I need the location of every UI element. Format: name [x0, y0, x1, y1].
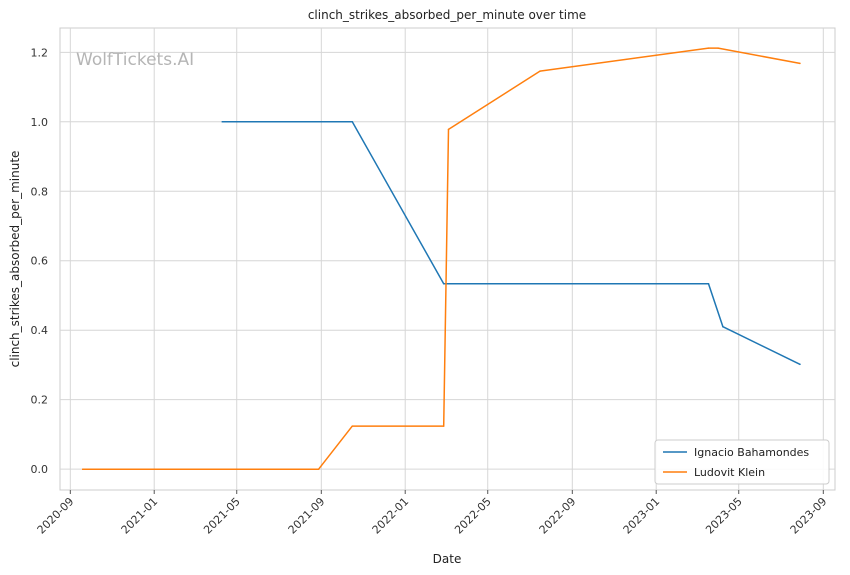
x-tick-label: 2021-01 — [119, 495, 161, 537]
y-tick-label: 0.8 — [31, 185, 49, 198]
y-tick-label: 1.0 — [31, 116, 49, 129]
data-point — [799, 62, 801, 65]
legend: Ignacio Bahamondes Ludovit Klein — [654, 439, 830, 485]
chart-title: clinch_strikes_absorbed_per_minute over … — [308, 8, 586, 22]
x-tick-label: 2022-09 — [537, 495, 579, 537]
data-point — [351, 425, 354, 427]
x-tick-label: 2023-09 — [788, 495, 830, 537]
x-axis-title: Date — [433, 552, 462, 566]
x-tick-label: 2020-09 — [35, 495, 77, 537]
legend-box — [654, 439, 830, 485]
y-tick-label: 0.6 — [31, 255, 49, 268]
y-tick-label: 0.4 — [31, 324, 49, 337]
y-tick-label: 1.2 — [31, 46, 49, 59]
x-tick-label: 2023-05 — [703, 495, 745, 537]
series-layer — [81, 47, 801, 470]
data-point — [799, 363, 801, 366]
legend-label-0: Ignacio Bahamondes — [694, 446, 809, 459]
watermark: WolfTickets.AI — [76, 50, 194, 70]
series-line-0 — [221, 121, 801, 366]
plot-area — [59, 27, 836, 491]
data-point — [722, 325, 724, 328]
data-point — [81, 468, 84, 470]
data-point — [717, 47, 719, 49]
x-axis-ticks: 2020-09 2021-01 2021-05 2021-09 2022-01 2022-… — [35, 490, 830, 537]
data-point — [442, 282, 445, 285]
data-point — [707, 282, 710, 285]
data-point — [707, 47, 710, 49]
data-point — [539, 70, 541, 72]
x-tick-label: 2021-09 — [286, 495, 328, 537]
x-tick-label: 2022-05 — [452, 495, 494, 537]
y-axis-title: clinch_strikes_absorbed_per_minute — [8, 151, 22, 368]
data-point — [442, 425, 445, 427]
data-point — [447, 128, 450, 131]
x-tick-label: 2022-01 — [370, 495, 412, 537]
x-tick-label: 2021-05 — [201, 495, 243, 537]
x-tick-label: 2023-01 — [621, 495, 663, 537]
y-tick-label: 0.0 — [31, 463, 49, 476]
data-point — [221, 121, 224, 123]
legend-label-1: Ludovit Klein — [694, 466, 765, 479]
data-point — [351, 121, 354, 123]
y-axis-ticks: 0.0 0.2 0.4 0.6 0.8 1.0 1.2 — [31, 46, 49, 476]
plot-frame — [59, 27, 836, 491]
data-point — [317, 468, 320, 470]
y-tick-label: 0.2 — [31, 394, 49, 407]
